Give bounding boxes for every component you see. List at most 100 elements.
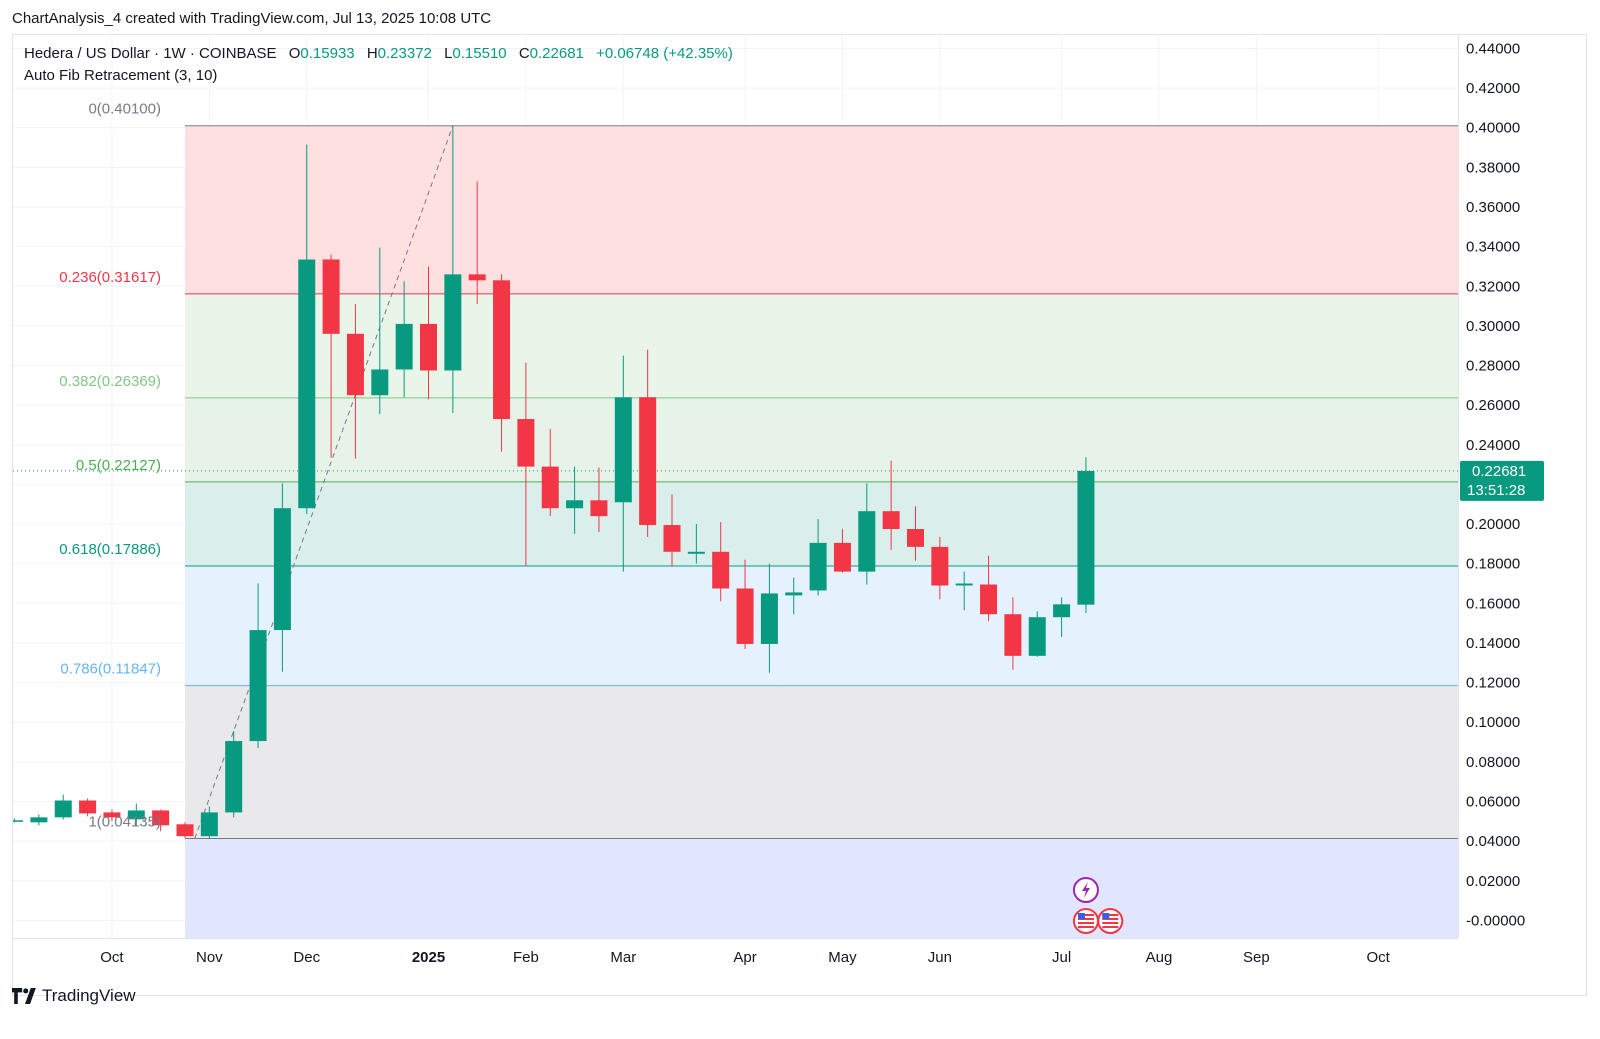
candle-body <box>907 529 924 547</box>
candle <box>103 809 121 822</box>
brand-name: TradingView <box>42 986 136 1005</box>
high-value: 0.23372 <box>377 45 432 62</box>
candle-body <box>1053 604 1071 618</box>
candle <box>833 529 851 573</box>
x-tick-label: Sep <box>1243 949 1270 966</box>
flag-stripe <box>1077 918 1094 920</box>
candle-body <box>30 817 48 823</box>
candle <box>30 814 48 826</box>
event-ring <box>1072 908 1099 934</box>
candle <box>13 818 24 823</box>
y-tick-label: 0.30000 <box>1466 318 1520 335</box>
candle-body <box>833 542 851 572</box>
candle-body <box>712 551 730 589</box>
open-value: 0.15933 <box>300 45 355 62</box>
candle <box>322 254 340 458</box>
candle-body <box>590 500 608 517</box>
event-ring <box>1097 908 1124 934</box>
high-label: H <box>366 45 378 62</box>
candle <box>907 506 924 561</box>
chart-frame[interactable] <box>12 34 1587 996</box>
fib-zone-extension <box>185 838 1458 938</box>
candle <box>371 247 389 415</box>
candle <box>882 460 900 550</box>
candle <box>176 822 194 839</box>
flag-stripe <box>1077 926 1094 928</box>
y-tick-label: 0.38000 <box>1466 159 1520 176</box>
current-price-badge <box>1460 460 1544 501</box>
candle-body <box>13 820 24 822</box>
us-flag-event-icon <box>1097 908 1124 934</box>
candle-body <box>639 397 657 526</box>
fib-zone <box>185 397 1458 482</box>
x-tick-label: Jun <box>928 949 952 966</box>
candle <box>590 467 608 532</box>
candle <box>152 809 170 832</box>
candle <box>517 362 535 566</box>
y-tick-label: 0.18000 <box>1466 556 1520 573</box>
x-tick-label: Oct <box>100 949 124 966</box>
candle <box>79 798 97 817</box>
candle <box>760 563 778 673</box>
y-tick-label: 0.16000 <box>1466 595 1520 612</box>
y-tick-label: 0.08000 <box>1466 754 1520 771</box>
candle <box>493 274 511 452</box>
candle-body <box>882 511 900 530</box>
lightning-event-icon <box>1072 877 1099 903</box>
candle <box>127 803 145 826</box>
fib-zone <box>185 125 1458 294</box>
flag-stripe <box>1102 926 1119 928</box>
candle-body <box>225 741 243 813</box>
candle <box>809 519 827 596</box>
candle <box>785 577 803 615</box>
candle <box>566 466 584 534</box>
candle <box>420 266 437 400</box>
candle-body <box>931 546 949 586</box>
candle <box>541 428 559 517</box>
candle-body <box>322 259 340 334</box>
candle <box>663 494 681 567</box>
low-value: 0.15510 <box>452 45 507 62</box>
candle <box>614 355 632 572</box>
candle <box>249 583 267 748</box>
close-label: C <box>518 45 530 62</box>
candle-body <box>298 259 316 509</box>
flag-canton <box>1077 913 1085 919</box>
fib-level-label: 0(0.40100) <box>88 101 161 118</box>
indicator-legend[interactable]: Auto Fib Retracement (3, 10) <box>24 67 218 84</box>
symbol-title: Hedera / US Dollar · 1W · COINBASE <box>24 45 277 62</box>
x-tick-label: Feb <box>513 949 539 966</box>
y-tick-label: 0.04000 <box>1466 833 1520 850</box>
x-tick-label: 2025 <box>412 949 445 966</box>
candle-body <box>103 812 121 818</box>
candle <box>1004 597 1022 670</box>
x-tick-label: Mar <box>610 949 636 966</box>
open-label: O <box>288 45 301 62</box>
flag-stripe <box>1102 918 1119 920</box>
candle-body <box>54 800 72 818</box>
y-tick-label: 0.20000 <box>1466 516 1520 533</box>
x-tick-label: Nov <box>196 949 223 966</box>
flag-stripe <box>1077 914 1094 916</box>
candle <box>687 524 705 564</box>
us-flag-event-icon <box>1072 908 1099 934</box>
candle-body <box>273 508 291 631</box>
y-tick-label: 0.32000 <box>1466 278 1520 295</box>
x-tick-label: Jul <box>1052 949 1071 966</box>
tradingview-brand[interactable]: TradingView <box>12 986 136 1006</box>
candle <box>1077 457 1095 614</box>
candle-body <box>566 500 584 509</box>
y-tick-label: 0.34000 <box>1466 239 1520 256</box>
candle-body <box>444 274 462 371</box>
flag-stripe <box>1102 922 1119 924</box>
y-tick-label: 0.06000 <box>1466 793 1520 810</box>
fib-level-label: 0.786(0.11847) <box>60 661 161 678</box>
current-price-value: 0.22681 <box>1472 463 1526 480</box>
candle-body <box>663 525 681 552</box>
y-tick-label: 0.12000 <box>1466 675 1520 692</box>
candle-body <box>687 551 705 554</box>
fib-level-label: 0.382(0.26369) <box>59 373 161 390</box>
fib-level-label: 1(0.04135) <box>88 814 161 831</box>
candle <box>639 349 657 537</box>
